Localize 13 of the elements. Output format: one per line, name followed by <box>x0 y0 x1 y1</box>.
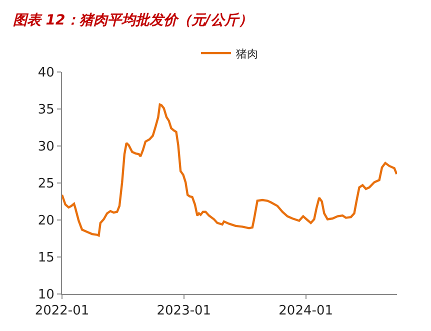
legend-label: 猪肉 <box>236 47 258 60</box>
y-tick-label: 40 <box>38 66 54 81</box>
x-tick-label: 2023-01 <box>156 304 212 319</box>
y-tick-label: 20 <box>38 214 54 229</box>
x-tick-label: 2022-01 <box>34 304 90 319</box>
x-tick-label: 2024-01 <box>278 304 333 319</box>
y-tick-label: 30 <box>38 140 54 155</box>
chart-title: 图表 12：猪肉平均批发价（元/公斤） <box>12 12 252 29</box>
y-tick-label: 35 <box>38 102 54 118</box>
y-tick-label: 25 <box>38 176 54 192</box>
y-tick-label: 15 <box>38 250 54 266</box>
y-tick-label: 10 <box>38 288 54 303</box>
line-series <box>62 103 397 237</box>
